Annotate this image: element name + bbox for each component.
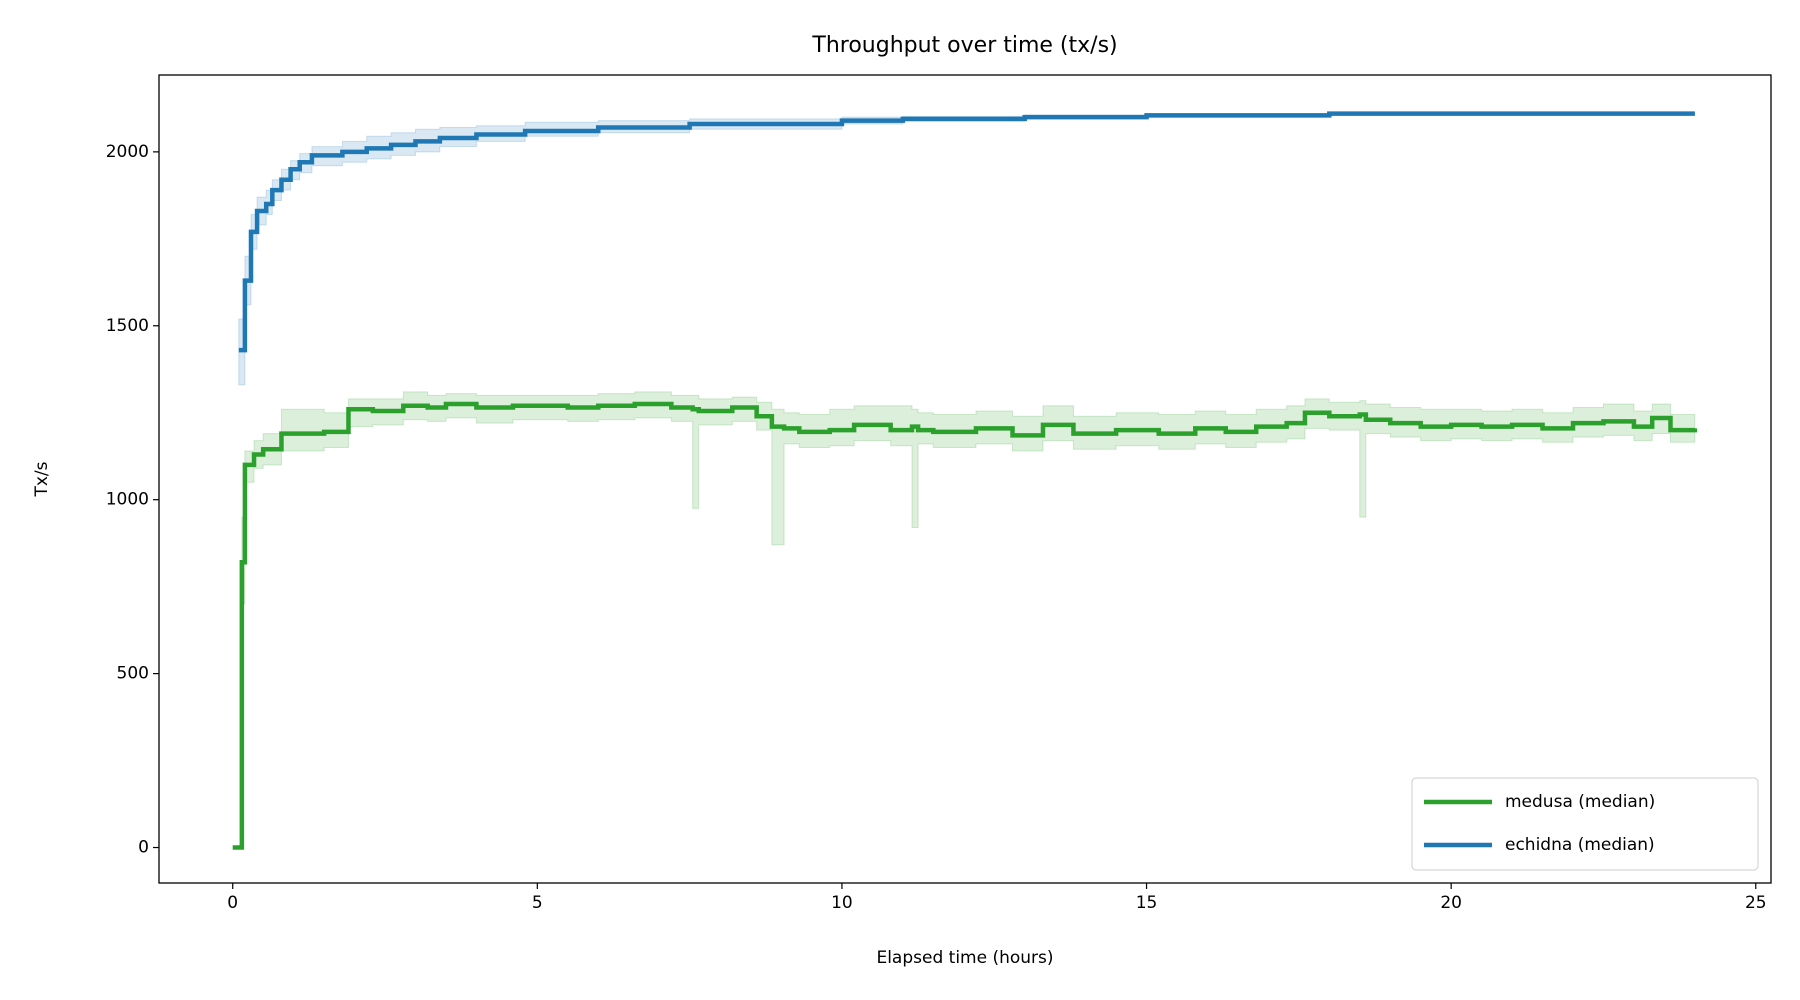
y-tick-label: 1000 — [106, 490, 149, 510]
x-tick-label: 25 — [1745, 893, 1767, 913]
line — [232, 401, 1698, 850]
band — [232, 391, 1696, 849]
legend-label: echidna (median) — [1505, 835, 1655, 855]
x-tick-label: 5 — [532, 893, 543, 913]
plot-frame — [158, 74, 1772, 884]
x-tick-label: 20 — [1440, 893, 1462, 913]
legend-label: medusa (median) — [1505, 792, 1655, 812]
x-tick-label: 0 — [227, 893, 238, 913]
x-tick-label: 10 — [831, 893, 853, 913]
line — [238, 111, 1695, 353]
band — [238, 112, 1696, 386]
legend-box — [1411, 777, 1759, 871]
y-tick-label: 0 — [138, 838, 149, 858]
y-axis-label: Tx/s — [32, 461, 52, 497]
y-tick-label: 500 — [117, 664, 149, 684]
y-tick-label: 2000 — [106, 142, 149, 162]
plot-area — [232, 111, 1698, 850]
chart-title: Throughput over time (tx/s) — [811, 33, 1117, 58]
y-tick-label: 1500 — [106, 316, 149, 336]
x-tick-label: 15 — [1136, 893, 1158, 913]
x-axis-label: Elapsed time (hours) — [876, 948, 1053, 968]
